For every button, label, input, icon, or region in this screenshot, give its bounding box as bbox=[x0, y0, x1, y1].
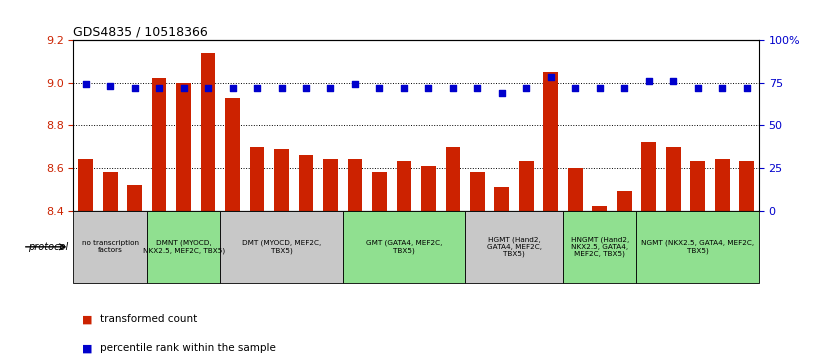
Text: percentile rank within the sample: percentile rank within the sample bbox=[100, 343, 276, 354]
Point bbox=[667, 78, 680, 84]
Point bbox=[324, 85, 337, 91]
Bar bbox=[225, 98, 240, 211]
Bar bbox=[494, 187, 509, 211]
Bar bbox=[250, 147, 264, 211]
Bar bbox=[715, 159, 730, 211]
Bar bbox=[641, 142, 656, 211]
Point bbox=[348, 81, 361, 87]
Point bbox=[495, 90, 508, 96]
Bar bbox=[274, 149, 289, 211]
Point bbox=[104, 83, 117, 89]
Bar bbox=[152, 78, 166, 211]
Bar bbox=[176, 82, 191, 211]
Bar bbox=[397, 162, 411, 211]
Point bbox=[79, 81, 92, 87]
Bar bbox=[201, 53, 215, 211]
Point bbox=[642, 78, 655, 84]
Text: GDS4835 / 10518366: GDS4835 / 10518366 bbox=[73, 26, 208, 39]
Text: GMT (GATA4, MEF2C,
TBX5): GMT (GATA4, MEF2C, TBX5) bbox=[366, 240, 442, 254]
Bar bbox=[127, 185, 142, 211]
Text: ■: ■ bbox=[82, 314, 92, 325]
FancyBboxPatch shape bbox=[465, 211, 563, 283]
FancyBboxPatch shape bbox=[563, 211, 636, 283]
Text: HNGMT (Hand2,
NKX2.5, GATA4,
MEF2C, TBX5): HNGMT (Hand2, NKX2.5, GATA4, MEF2C, TBX5… bbox=[570, 236, 629, 257]
Bar bbox=[592, 206, 607, 211]
Bar bbox=[617, 191, 632, 211]
Bar bbox=[103, 172, 118, 211]
Point bbox=[716, 85, 729, 91]
Point bbox=[446, 85, 459, 91]
Point bbox=[569, 85, 582, 91]
Point bbox=[128, 85, 141, 91]
FancyBboxPatch shape bbox=[343, 211, 465, 283]
Point bbox=[422, 85, 435, 91]
Bar bbox=[299, 155, 313, 211]
Point bbox=[153, 85, 166, 91]
Point bbox=[226, 85, 239, 91]
Bar bbox=[421, 166, 436, 211]
Bar bbox=[568, 168, 583, 211]
Point bbox=[544, 74, 557, 80]
Text: protocol: protocol bbox=[29, 242, 69, 252]
Point bbox=[275, 85, 288, 91]
Point bbox=[520, 85, 533, 91]
Text: DMNT (MYOCD,
NKX2.5, MEF2C, TBX5): DMNT (MYOCD, NKX2.5, MEF2C, TBX5) bbox=[143, 240, 224, 254]
Point bbox=[740, 85, 753, 91]
Bar bbox=[348, 159, 362, 211]
Text: HGMT (Hand2,
GATA4, MEF2C,
TBX5): HGMT (Hand2, GATA4, MEF2C, TBX5) bbox=[486, 236, 542, 257]
Bar bbox=[543, 72, 558, 211]
Bar bbox=[78, 159, 93, 211]
FancyBboxPatch shape bbox=[636, 211, 759, 283]
Point bbox=[202, 85, 215, 91]
Bar bbox=[372, 172, 387, 211]
Point bbox=[593, 85, 606, 91]
Point bbox=[618, 85, 631, 91]
Bar bbox=[323, 159, 338, 211]
FancyBboxPatch shape bbox=[147, 211, 220, 283]
Point bbox=[691, 85, 704, 91]
Text: no transcription
factors: no transcription factors bbox=[82, 240, 139, 253]
Point bbox=[299, 85, 313, 91]
FancyBboxPatch shape bbox=[73, 211, 147, 283]
Text: DMT (MYOCD, MEF2C,
TBX5): DMT (MYOCD, MEF2C, TBX5) bbox=[242, 240, 322, 254]
Bar bbox=[446, 147, 460, 211]
Point bbox=[177, 85, 190, 91]
Text: ■: ■ bbox=[82, 343, 92, 354]
Point bbox=[373, 85, 386, 91]
Bar bbox=[739, 162, 754, 211]
Point bbox=[251, 85, 264, 91]
FancyBboxPatch shape bbox=[220, 211, 343, 283]
Text: transformed count: transformed count bbox=[100, 314, 197, 325]
Bar bbox=[470, 172, 485, 211]
Bar bbox=[666, 147, 681, 211]
Text: NGMT (NKX2.5, GATA4, MEF2C,
TBX5): NGMT (NKX2.5, GATA4, MEF2C, TBX5) bbox=[641, 240, 754, 254]
Point bbox=[397, 85, 410, 91]
Point bbox=[471, 85, 484, 91]
Bar bbox=[519, 162, 534, 211]
Bar bbox=[690, 162, 705, 211]
